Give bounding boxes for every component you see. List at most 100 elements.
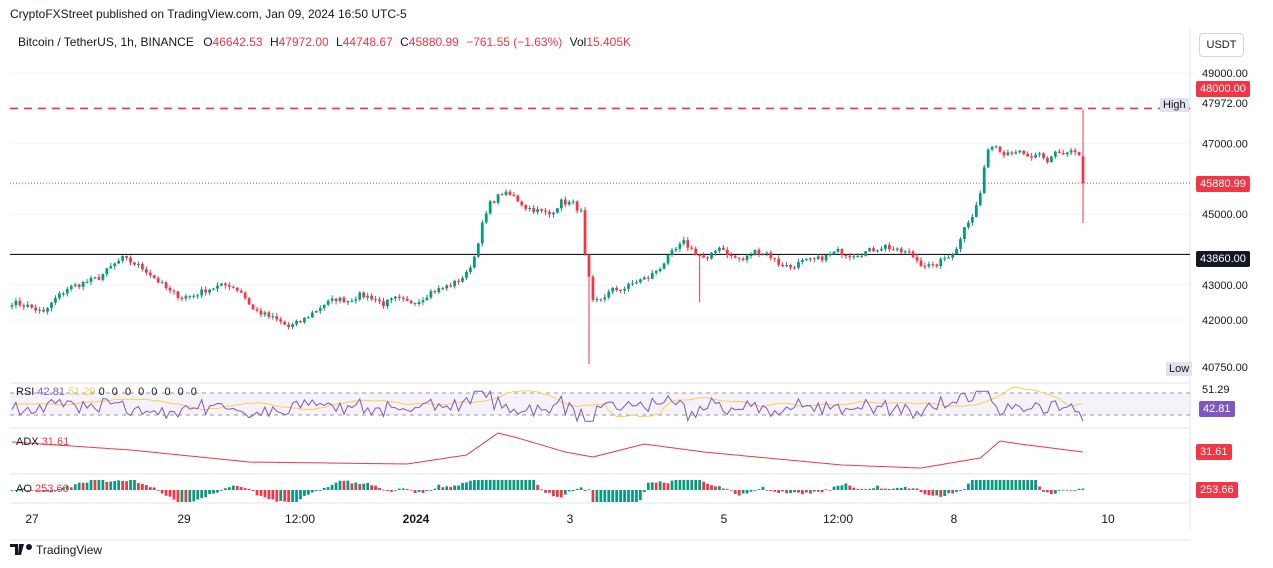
candle-body xyxy=(978,193,982,206)
ao-bar xyxy=(81,482,85,490)
ao-bar xyxy=(804,490,808,493)
ao-bar xyxy=(1053,490,1057,494)
adx-value: 31.61 xyxy=(41,436,70,448)
x-tick-label: 12:00 xyxy=(823,512,853,526)
candle-body xyxy=(1081,156,1085,184)
ao-bar xyxy=(239,486,243,490)
candle-body xyxy=(50,302,53,309)
ao-bar xyxy=(812,490,816,492)
ao-bar xyxy=(220,490,223,491)
ao-bar xyxy=(322,487,326,490)
ao-bar xyxy=(970,480,974,490)
ao-bar xyxy=(168,490,172,497)
candle-body xyxy=(682,240,686,244)
symbol-name[interactable]: Bitcoin / TetherUS, 1h, BINANCE xyxy=(18,35,194,49)
candle-body xyxy=(1042,153,1045,158)
ao-bar xyxy=(133,480,136,490)
ao-bar xyxy=(844,483,848,490)
adx-label: ADX xyxy=(16,436,39,448)
candle-body xyxy=(109,266,113,269)
ao-bar xyxy=(227,487,231,490)
ao-axis-badge: 253.66 xyxy=(1196,482,1238,498)
x-tick-label: 10 xyxy=(1101,512,1115,526)
support-price-badge: 43860.00 xyxy=(1196,251,1250,267)
candle-body xyxy=(611,287,615,292)
ao-bar xyxy=(496,480,500,490)
ao-bar xyxy=(445,486,449,490)
ao-bar xyxy=(725,489,729,490)
candle-body xyxy=(943,258,947,260)
candle-body xyxy=(899,248,903,253)
ao-bar xyxy=(1050,490,1053,495)
candle-body xyxy=(425,297,429,301)
ao-bar xyxy=(698,480,702,490)
ao-bar xyxy=(109,481,113,490)
ao-bar xyxy=(1073,490,1077,491)
ao-bar xyxy=(437,484,441,490)
low-tag-value: 40750.00 xyxy=(1202,362,1248,374)
candle-body xyxy=(382,301,385,307)
candle-body xyxy=(575,201,579,211)
candle-body xyxy=(781,264,785,267)
candle-body xyxy=(141,264,144,270)
ao-bar xyxy=(1026,480,1030,490)
ao-bar xyxy=(105,481,109,490)
ao-bar xyxy=(951,490,954,494)
candle-body xyxy=(97,277,101,280)
ao-bar xyxy=(231,485,235,490)
candle-body xyxy=(370,295,374,300)
candle-body xyxy=(239,290,243,293)
candle-body xyxy=(745,255,749,261)
ao-bar xyxy=(425,490,429,492)
candle-body xyxy=(105,268,109,275)
ao-bar xyxy=(619,490,622,502)
currency-button[interactable]: USDT xyxy=(1199,33,1244,57)
ao-bar xyxy=(555,490,559,497)
candle-body xyxy=(30,304,34,308)
ao-bar xyxy=(1042,490,1045,492)
candle-body xyxy=(919,260,923,267)
candle-body xyxy=(303,317,306,323)
candle-body xyxy=(907,251,911,253)
ao-bar xyxy=(366,482,370,490)
candle-body xyxy=(465,271,468,278)
ao-bar xyxy=(255,490,259,496)
ao-bar xyxy=(421,490,425,493)
ao-bar xyxy=(955,490,958,492)
candle-body xyxy=(757,249,761,255)
ao-bar xyxy=(548,490,551,493)
ao-bar xyxy=(279,490,283,501)
adx-axis-badge: 31.61 xyxy=(1196,444,1232,460)
candle-body xyxy=(504,191,508,195)
ao-bar xyxy=(77,482,81,490)
candle-body xyxy=(552,212,555,215)
candle-body xyxy=(563,199,567,205)
ao-bar xyxy=(1034,480,1037,490)
candle-body xyxy=(615,287,619,291)
ao-bar xyxy=(73,484,77,490)
candle-body xyxy=(607,291,611,298)
candle-body xyxy=(812,258,816,260)
candle-body xyxy=(540,209,543,211)
candle-body xyxy=(453,280,457,287)
ao-bar xyxy=(310,490,314,493)
candle-body xyxy=(204,289,208,293)
candle-body xyxy=(737,257,741,259)
candle-body xyxy=(678,243,682,249)
ao-bar xyxy=(413,490,417,493)
adx-pane xyxy=(11,432,1084,469)
ao-bar xyxy=(864,489,868,490)
ao-bar xyxy=(939,490,943,497)
ao-bar xyxy=(702,481,705,490)
ao-bar xyxy=(797,490,800,493)
candle-body xyxy=(342,297,346,303)
ao-bar xyxy=(852,487,856,490)
candle-body xyxy=(220,283,223,286)
x-tick-label: 29 xyxy=(177,512,191,526)
footer-brand[interactable]: TradingView xyxy=(10,543,102,557)
low-label: L xyxy=(336,35,343,49)
ao-bar xyxy=(552,490,555,497)
ao-bar xyxy=(947,490,951,494)
rsi-line xyxy=(11,389,1084,423)
